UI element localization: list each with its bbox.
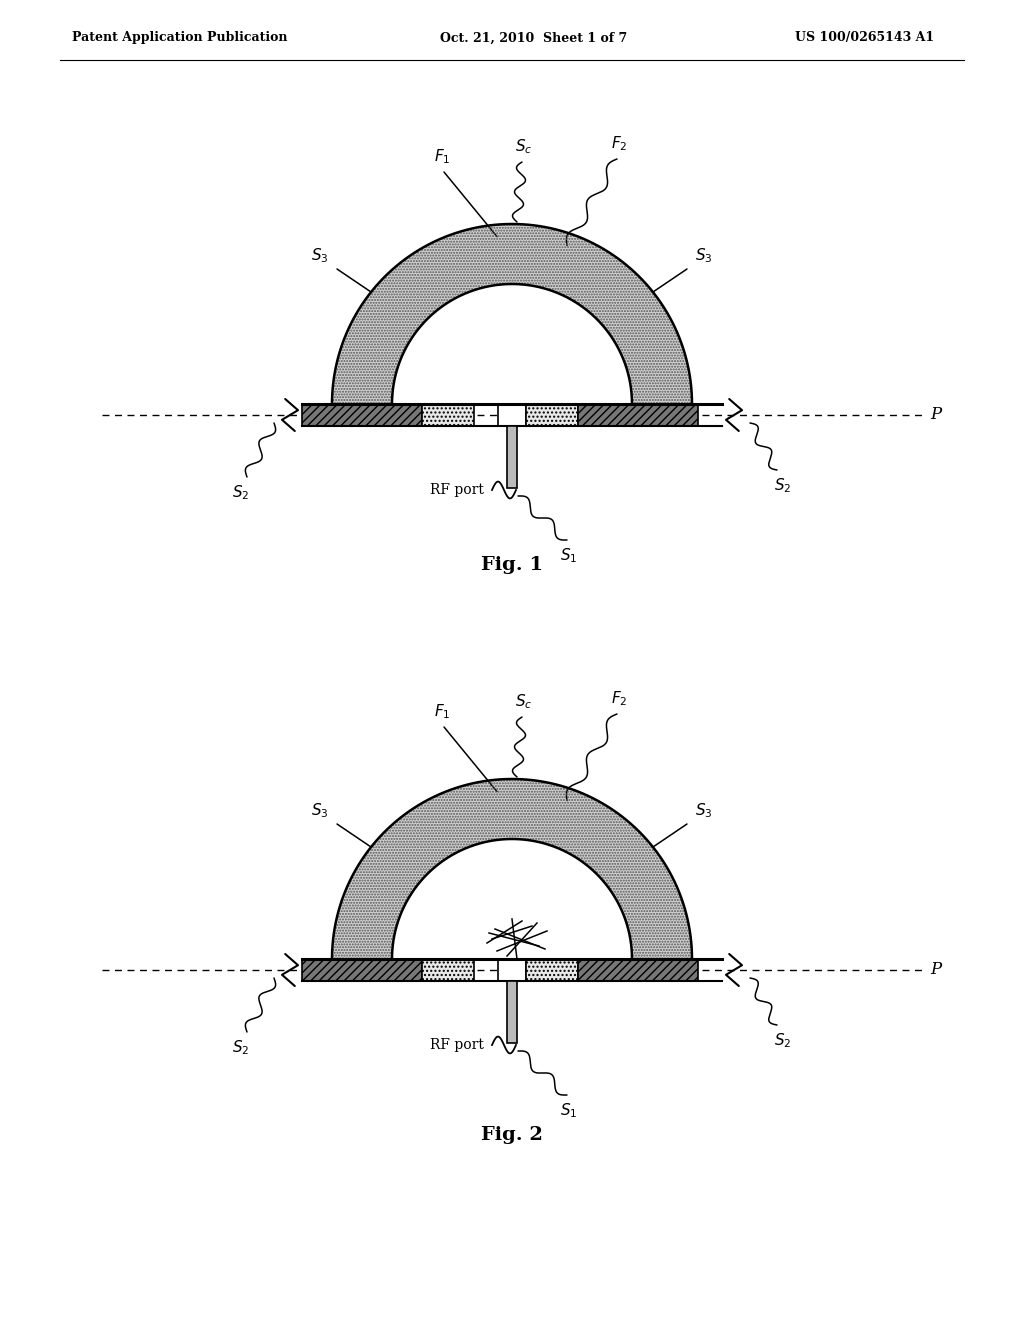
Text: Patent Application Publication: Patent Application Publication <box>72 32 288 45</box>
Polygon shape <box>392 840 632 960</box>
Text: $S_c$: $S_c$ <box>515 692 532 711</box>
Polygon shape <box>332 224 692 404</box>
Text: $F_2$: $F_2$ <box>610 689 628 708</box>
Text: Oct. 21, 2010  Sheet 1 of 7: Oct. 21, 2010 Sheet 1 of 7 <box>440 32 628 45</box>
Bar <box>578 960 698 981</box>
Bar <box>526 960 578 981</box>
Text: $F_1$: $F_1$ <box>434 148 451 166</box>
Bar <box>526 404 578 426</box>
Polygon shape <box>332 779 692 960</box>
Text: Fig. 2: Fig. 2 <box>481 1126 543 1144</box>
Bar <box>422 404 474 426</box>
Text: $S_3$: $S_3$ <box>695 801 713 820</box>
Bar <box>498 960 526 981</box>
Text: $S_3$: $S_3$ <box>311 801 329 820</box>
Text: $S_2$: $S_2$ <box>232 1038 250 1057</box>
Text: $S_2$: $S_2$ <box>774 1031 792 1049</box>
Text: $S_2$: $S_2$ <box>232 483 250 502</box>
Text: P: P <box>930 407 941 424</box>
Bar <box>422 960 474 981</box>
Bar <box>507 426 517 488</box>
Text: $S_c$: $S_c$ <box>515 137 532 156</box>
Text: RF port: RF port <box>430 483 484 498</box>
Bar <box>507 981 517 1043</box>
Bar <box>302 404 422 426</box>
Text: $F_2$: $F_2$ <box>610 135 628 153</box>
Bar <box>578 404 698 426</box>
Text: $F_1$: $F_1$ <box>434 702 451 721</box>
Text: RF port: RF port <box>430 1038 484 1052</box>
Text: $S_3$: $S_3$ <box>311 247 329 265</box>
Text: Fig. 1: Fig. 1 <box>481 556 543 574</box>
Bar <box>498 404 526 426</box>
Text: $S_1$: $S_1$ <box>560 1101 578 1119</box>
Text: $S_2$: $S_2$ <box>774 477 792 495</box>
Text: $S_1$: $S_1$ <box>560 546 578 565</box>
Text: P: P <box>930 961 941 978</box>
Text: US 100/0265143 A1: US 100/0265143 A1 <box>795 32 934 45</box>
Text: $S_3$: $S_3$ <box>695 247 713 265</box>
Bar <box>302 960 422 981</box>
Polygon shape <box>392 284 632 404</box>
